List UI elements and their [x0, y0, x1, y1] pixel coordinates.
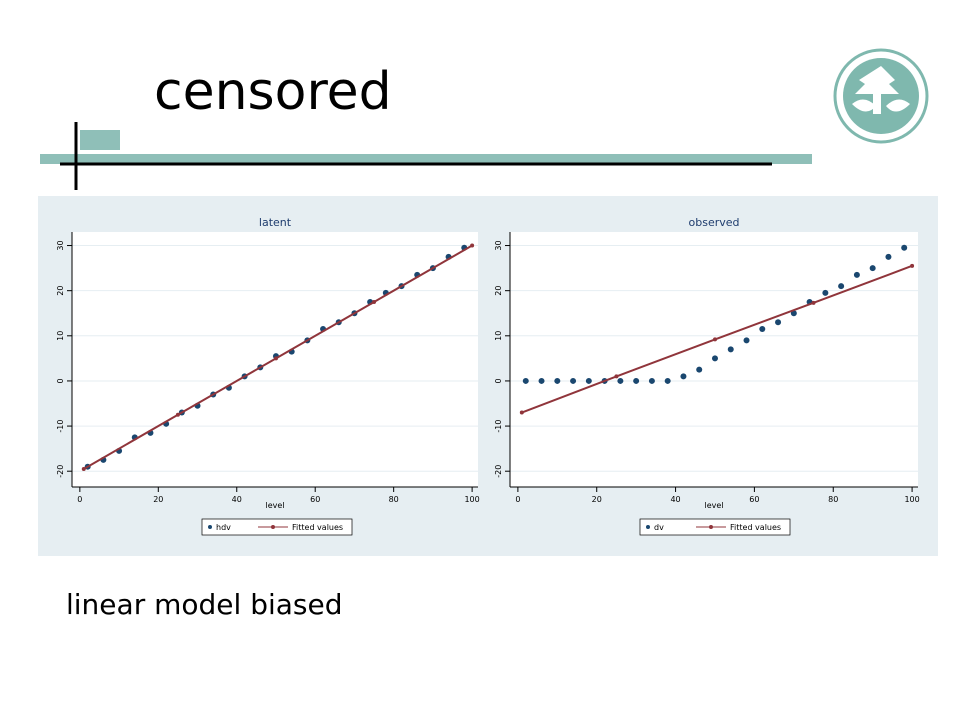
fitted-point	[372, 299, 377, 304]
data-point	[759, 326, 766, 333]
x-tick-label: 0	[515, 495, 520, 504]
y-tick-label: 20	[494, 286, 503, 296]
y-tick-label: -20	[56, 465, 65, 478]
data-point	[853, 271, 860, 278]
legend-marker	[271, 525, 275, 529]
legend-marker	[208, 525, 212, 529]
data-point	[538, 377, 545, 384]
x-tick-label: 80	[828, 495, 838, 504]
data-point	[680, 373, 687, 380]
y-tick-label: -10	[494, 420, 503, 433]
fitted-point	[614, 374, 619, 379]
data-point	[711, 355, 718, 362]
data-point	[648, 377, 655, 384]
data-point	[617, 377, 624, 384]
x-tick-label: 60	[749, 495, 759, 504]
decor-block	[80, 130, 120, 150]
x-tick-label: 20	[153, 495, 163, 504]
chart-title: observed	[689, 216, 740, 229]
legend-marker	[646, 525, 650, 529]
data-point	[838, 283, 845, 290]
legend-label: Fitted values	[292, 523, 343, 532]
fitted-point	[811, 300, 816, 305]
data-point	[554, 377, 561, 384]
chart-title: latent	[259, 216, 292, 229]
data-point	[869, 265, 876, 272]
legend-label: dv	[654, 523, 664, 532]
y-tick-label: -10	[56, 420, 65, 433]
y-tick-label: 30	[56, 240, 65, 250]
x-axis-label: level	[704, 501, 723, 510]
x-axis-label: level	[265, 501, 284, 510]
y-tick-label: -20	[494, 465, 503, 478]
data-point	[775, 319, 782, 326]
x-tick-label: 80	[389, 495, 399, 504]
y-tick-label: 0	[56, 378, 65, 383]
logo	[833, 48, 929, 144]
data-point	[727, 346, 734, 353]
fitted-point	[175, 412, 180, 417]
x-tick-label: 0	[77, 495, 82, 504]
y-tick-label: 30	[494, 240, 503, 250]
x-tick-label: 100	[904, 495, 919, 504]
data-point	[664, 377, 671, 384]
body-text: linear model biased	[66, 588, 343, 621]
fitted-point	[81, 466, 86, 471]
x-tick-label: 20	[592, 495, 602, 504]
y-tick-label: 10	[494, 331, 503, 341]
data-point	[570, 377, 577, 384]
data-point	[696, 366, 703, 373]
y-tick-label: 0	[494, 378, 503, 383]
x-tick-label: 40	[670, 495, 680, 504]
data-point	[633, 377, 640, 384]
data-point	[822, 289, 829, 296]
y-tick-label: 10	[56, 331, 65, 341]
fitted-point	[273, 356, 278, 361]
x-tick-label: 100	[464, 495, 479, 504]
fitted-point	[910, 263, 915, 268]
fitted-point	[519, 410, 524, 415]
fitted-point	[470, 243, 475, 248]
data-point	[522, 377, 529, 384]
slide-title: censored	[154, 62, 392, 122]
decor-bar	[40, 154, 812, 164]
x-tick-label: 40	[232, 495, 242, 504]
legend-marker	[709, 525, 713, 529]
data-point	[885, 253, 892, 260]
fitted-point	[712, 337, 717, 342]
x-tick-label: 60	[310, 495, 320, 504]
data-point	[743, 337, 750, 344]
legend-label: Fitted values	[730, 523, 781, 532]
y-tick-label: 20	[56, 286, 65, 296]
data-point	[585, 377, 592, 384]
data-point	[901, 244, 908, 251]
legend-label: hdv	[216, 523, 231, 532]
